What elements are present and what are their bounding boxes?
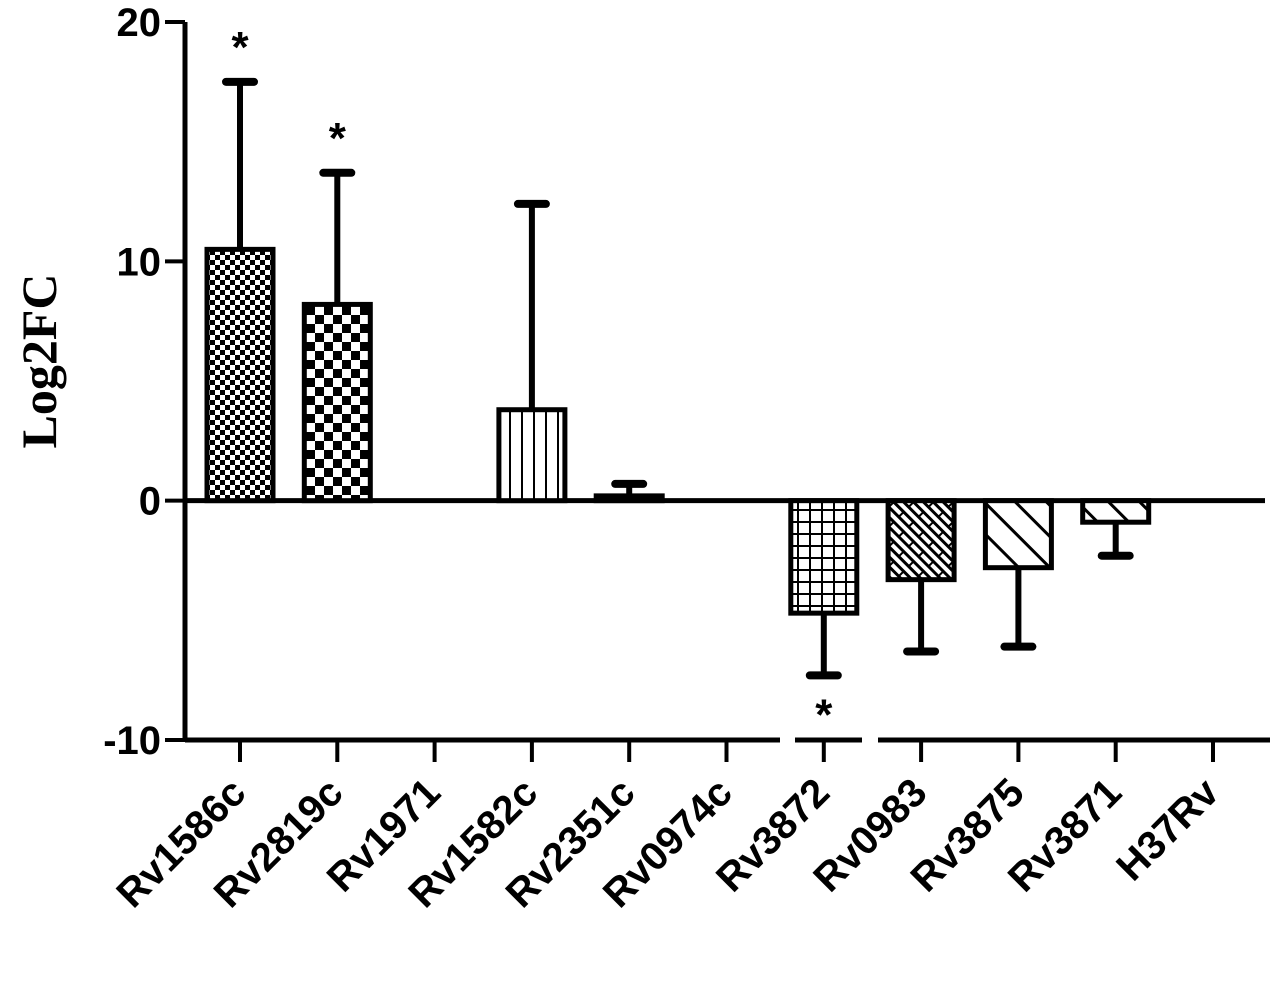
significance-marker: * xyxy=(231,23,249,72)
y-tick-label: 0 xyxy=(139,480,161,524)
bar xyxy=(1080,498,1152,525)
bars xyxy=(204,77,1152,680)
bar xyxy=(982,498,1054,571)
y-tick-label: 10 xyxy=(117,240,162,284)
bar xyxy=(788,498,860,616)
y-tick-label: -10 xyxy=(103,719,161,763)
bar xyxy=(204,246,276,504)
bar xyxy=(593,493,665,504)
significance-marker: * xyxy=(815,690,833,739)
x-tick-label: H37Rv xyxy=(1108,770,1228,890)
significance-marker: * xyxy=(329,114,347,163)
y-axis-label: Log2FC xyxy=(11,274,67,449)
bar xyxy=(301,301,373,504)
bar xyxy=(885,498,957,583)
labels: Rv1586cRv2819cRv1971Rv1582cRv2351cRv0974… xyxy=(11,23,1228,916)
y-tick-label: 20 xyxy=(117,1,162,45)
bar xyxy=(496,407,568,504)
axes: -10 0 10 20 xyxy=(103,1,1270,763)
